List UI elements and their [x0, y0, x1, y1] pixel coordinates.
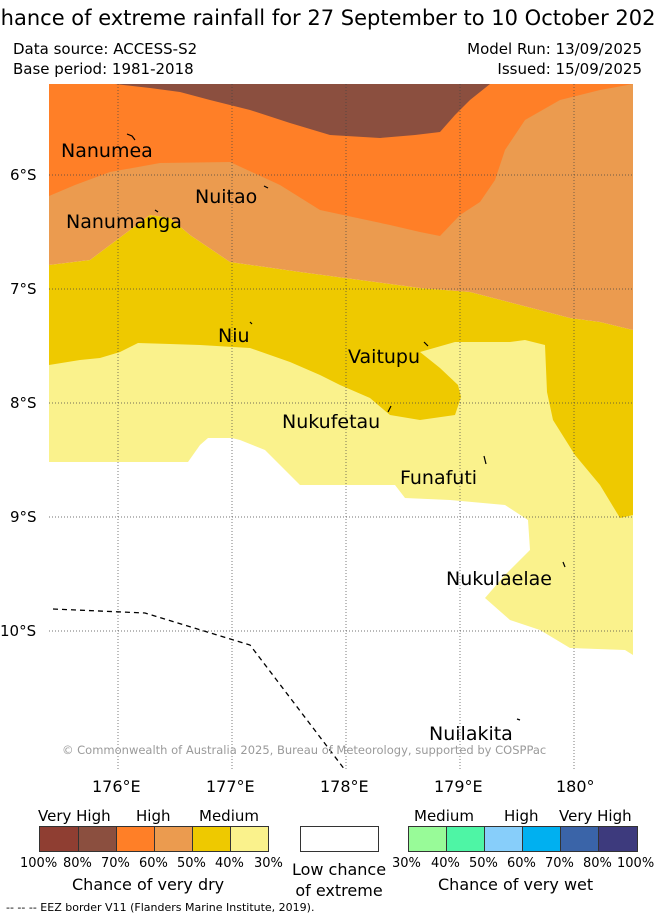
legend-dry-swatch	[154, 826, 194, 852]
legend-dry-tick: 70%	[101, 856, 130, 871]
eez-border	[52, 608, 346, 771]
place-nuitao: Nuitao	[195, 186, 258, 208]
legend-dry-header-high: High	[136, 807, 171, 825]
eez-note-dashes: -- --	[6, 901, 29, 914]
legend-dry-swatch	[116, 826, 156, 852]
place-funafuti: Funafuti	[400, 467, 478, 489]
eez-note-text: -- EEZ border V11 (Flanders Marine Insti…	[28, 901, 315, 914]
legend-low-swatch	[300, 826, 379, 852]
lat-label-10s: 10°S	[0, 622, 37, 640]
copyright-note: © Commonwealth of Australia 2025, Bureau…	[62, 743, 547, 757]
lat-label-6s: 6°S	[10, 166, 37, 184]
medium-dry-light-region	[49, 340, 633, 655]
legend-dry-swatch	[230, 826, 269, 852]
legend-dry-swatch	[192, 826, 232, 852]
very-high-dry-region	[115, 84, 490, 138]
legend-dry-tick: 100%	[20, 856, 58, 871]
place-niu: Niu	[218, 325, 250, 347]
place-nanumanga: Nanumanga	[66, 211, 182, 233]
lon-label-178e: 178°E	[320, 777, 369, 796]
lon-label-179e: 179°E	[434, 777, 483, 796]
legend-dry-header-very-high: Very High	[38, 807, 111, 825]
legend-wet-tick: 70%	[545, 856, 574, 871]
legend-wet-swatch	[446, 826, 485, 852]
legend-wet-tick: 40%	[431, 856, 460, 871]
lon-label-180: 180°	[556, 777, 595, 796]
legend-dry-tick: 40%	[215, 856, 244, 871]
lat-label-9s: 9°S	[10, 508, 37, 526]
legend-wet-tick: 100%	[617, 856, 655, 871]
legend-dry-tick: 60%	[139, 856, 168, 871]
issued-date: Issued: 15/09/2025	[497, 60, 642, 78]
place-vaitupu: Vaitupu	[348, 346, 421, 368]
rainfall-map	[49, 84, 633, 771]
legend-wet-swatch	[484, 826, 523, 852]
lon-label-177e: 177°E	[206, 777, 255, 796]
place-nuilakita: Nuilakita	[429, 723, 513, 745]
legend-dry-header-medium: Medium	[199, 807, 259, 825]
high-dry-region	[49, 84, 633, 236]
legend-dry-tick: 50%	[177, 856, 206, 871]
island-marks	[126, 133, 566, 721]
base-period: Base period: 1981-2018	[13, 60, 194, 78]
place-nanumea: Nanumea	[61, 140, 153, 162]
legend-wet-tick: 50%	[469, 856, 498, 871]
medium-dry-region	[49, 215, 633, 518]
lat-label-8s: 8°S	[10, 394, 37, 412]
legend-wet-header-very-high: Very High	[559, 807, 632, 825]
legend-wet-swatch	[560, 826, 599, 852]
map-title: Chance of extreme rainfall for 27 Septem…	[0, 6, 655, 30]
data-source: Data source: ACCESS-S2	[13, 40, 198, 58]
grid-lines	[49, 84, 633, 770]
model-run: Model Run: 13/09/2025	[467, 40, 642, 58]
place-nukulaelae: Nukulaelae	[446, 568, 552, 590]
legend-wet-caption: Chance of very wet	[438, 875, 594, 894]
legend-wet-tick: 60%	[507, 856, 536, 871]
legend-wet-swatch	[598, 826, 638, 852]
legend-dry-tick: 80%	[63, 856, 92, 871]
legend-low-caption-2: of extreme	[295, 881, 383, 900]
lat-label-7s: 7°S	[10, 280, 37, 298]
legend-dry-swatch	[39, 826, 79, 852]
legend-wet-header-high: High	[504, 807, 539, 825]
legend-low-caption-1: Low chance	[291, 860, 387, 879]
legend-wet-swatch	[408, 826, 447, 852]
lon-label-176e: 176°E	[92, 777, 141, 796]
legend-wet-swatch	[522, 826, 561, 852]
legend-dry-swatch	[78, 826, 118, 852]
legend-wet-tick: 80%	[583, 856, 612, 871]
legend-dry-caption: Chance of very dry	[72, 875, 225, 894]
probability-regions	[49, 84, 633, 770]
legend-wet-header-medium: Medium	[414, 807, 474, 825]
map-title-text: Chance of extreme rainfall for 27 Septem…	[0, 6, 655, 30]
legend-wet-tick: 30%	[392, 856, 421, 871]
legend-dry-tick: 30%	[254, 856, 283, 871]
eez-note: -- -- -- EEZ border V11 (Flanders Marine…	[6, 901, 314, 914]
place-nukufetau: Nukufetau	[282, 411, 381, 433]
